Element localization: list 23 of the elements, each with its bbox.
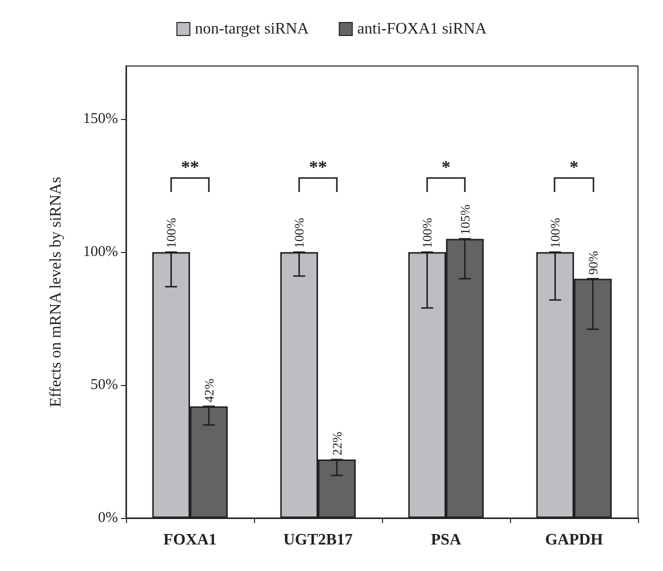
y-tick-label: 0%	[98, 510, 118, 526]
data-label: 100%	[420, 218, 435, 248]
data-label: 22%	[329, 432, 344, 456]
x-tick-label: UGT2B17	[283, 532, 353, 548]
legend-label: non-target siRNA	[194, 20, 310, 38]
x-tick-label: PSA	[430, 532, 462, 548]
x-tick-label: FOXA1	[163, 532, 217, 548]
data-label: 100%	[548, 218, 563, 248]
y-axis-title: Effects on mRNA levels by siRNAs	[48, 176, 64, 408]
y-tick-label: 50%	[90, 377, 118, 394]
annotation: **	[181, 157, 199, 177]
data-label: 105%	[457, 204, 472, 235]
data-label: 90%	[585, 250, 600, 275]
annotation: *	[570, 157, 578, 177]
annotation: *	[442, 157, 450, 177]
legend-label: anti-FOXA1 siRNA	[357, 20, 488, 38]
data-label: 100%	[164, 218, 179, 248]
x-tick-label: GAPDH	[545, 532, 604, 548]
annotation: **	[309, 157, 327, 177]
y-tick-label: 150%	[83, 111, 118, 128]
data-label: 42%	[201, 378, 216, 402]
data-label: 100%	[292, 218, 307, 248]
y-tick-label: 100%	[83, 244, 118, 260]
